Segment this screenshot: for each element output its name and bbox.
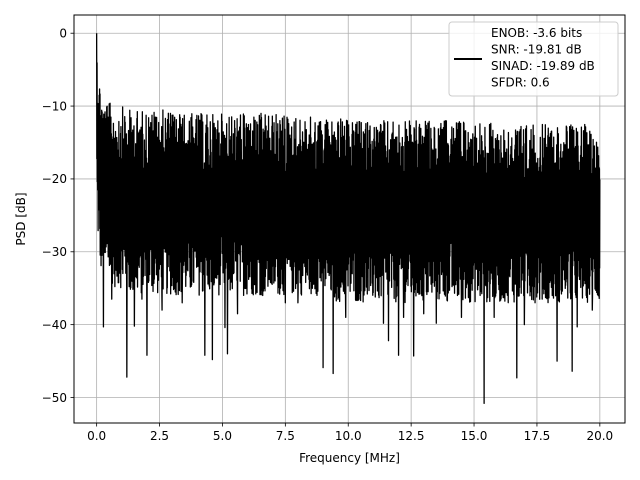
- x-tick-label: 2.5: [150, 429, 169, 443]
- psd-series-line: [95, 33, 601, 404]
- x-tick-label: 10.0: [335, 429, 362, 443]
- axes-frame: [73, 14, 626, 424]
- legend-box: [448, 21, 619, 97]
- x-tick-label: 15.0: [461, 429, 488, 443]
- legend-snr: SNR: -19.81 dB: [491, 43, 582, 57]
- x-tick-label: 0.0: [87, 429, 106, 443]
- y-tick-label: 0: [59, 27, 67, 41]
- x-tick-label: 17.5: [524, 429, 551, 443]
- legend-sinad: SINAD: -19.89 dB: [491, 59, 595, 73]
- y-tick-label: −40: [42, 318, 67, 332]
- plot-area: [95, 33, 601, 404]
- x-axis-label: Frequency [MHz]: [299, 451, 400, 465]
- y-axis: 0 −10 −20 −30 −40 −50: [42, 27, 74, 405]
- x-tick-label: 12.5: [398, 429, 425, 443]
- y-tick-label: −20: [42, 172, 67, 186]
- legend-sfdr: SFDR: 0.6: [491, 76, 550, 90]
- y-tick-label: −30: [42, 245, 67, 259]
- x-tick-label: 20.0: [586, 429, 613, 443]
- x-tick-label: 7.5: [276, 429, 295, 443]
- x-axis: 0.0 2.5 5.0 7.5 10.0 12.5 15.0 17.5 20.0: [87, 423, 613, 443]
- y-tick-label: −50: [42, 391, 67, 405]
- legend: ENOB: -3.6 bits SNR: -19.81 dB SINAD: -1…: [448, 21, 619, 97]
- x-tick-label: 5.0: [213, 429, 232, 443]
- y-axis-label: PSD [dB]: [14, 192, 28, 245]
- y-tick-label: −10: [42, 99, 67, 113]
- legend-enob: ENOB: -3.6 bits: [491, 26, 582, 40]
